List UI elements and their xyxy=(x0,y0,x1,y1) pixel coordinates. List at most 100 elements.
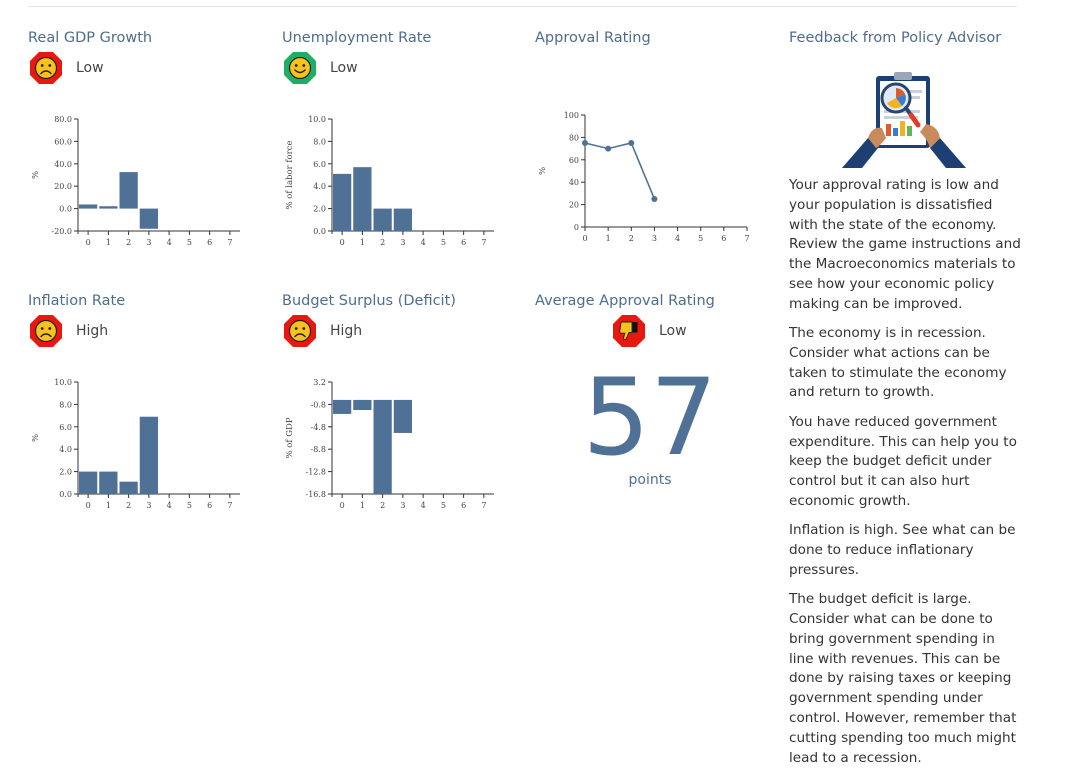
y-tick-label: 20.0 xyxy=(54,182,72,191)
gdp-title: Real GDP Growth xyxy=(28,30,153,46)
budget-status-label: High xyxy=(330,323,363,339)
bar xyxy=(79,471,98,494)
unemployment-chart: 10.0 8.0 6.0 4.0 2.0 0.0 0 1 2 3 4 5 6 7 % of labor fo… xyxy=(285,115,494,247)
x-tick-label: 2 xyxy=(126,501,131,510)
feedback-panel: Feedback from Policy Advisor Your approv… xyxy=(789,30,1021,766)
y-tick-label: 10.0 xyxy=(54,378,72,387)
bar xyxy=(393,399,412,433)
y-tick-label: 40.0 xyxy=(54,160,72,169)
top-divider xyxy=(28,6,1017,7)
budget-title: Budget Surplus (Deficit) xyxy=(282,293,456,309)
bar xyxy=(79,204,98,209)
data-point xyxy=(605,145,612,152)
inflation-chart: 10.0 8.0 6.0 4.0 2.0 0.0 0 1 2 3 4 5 6 7% xyxy=(31,378,240,510)
clipboard-magnifier-illustration xyxy=(842,72,966,168)
y-tick-label: 60.0 xyxy=(54,137,72,146)
x-tick-label: 7 xyxy=(481,501,486,510)
unemployment-title: Unemployment Rate xyxy=(282,30,432,46)
x-tick-label: 0 xyxy=(582,234,587,243)
y-tick-label: 80.0 xyxy=(54,115,72,124)
inflation-status-label: High xyxy=(76,323,109,339)
average-approval-title: Average Approval Rating xyxy=(535,293,715,309)
y-tick-label: -12.8 xyxy=(305,468,326,477)
average-approval-status: Low xyxy=(611,313,687,349)
x-tick-label: 7 xyxy=(481,238,486,247)
x-tick-label: 6 xyxy=(721,234,726,243)
x-tick-label: 6 xyxy=(207,501,212,510)
y-tick-label: 8.0 xyxy=(59,400,72,409)
y-axis-label: % xyxy=(31,171,41,179)
y-tick-label: 4.0 xyxy=(313,182,326,191)
bar xyxy=(373,208,392,231)
x-tick-label: 6 xyxy=(461,501,466,510)
bar xyxy=(353,399,372,410)
bar xyxy=(333,173,352,231)
happy-face-icon xyxy=(284,52,316,84)
x-tick-label: 4 xyxy=(421,238,426,247)
y-tick-label: -8.8 xyxy=(311,445,326,454)
y-tick-label: 6.0 xyxy=(313,160,326,169)
y-tick-label: -20.0 xyxy=(51,227,72,236)
bar xyxy=(353,167,372,231)
x-tick-label: 4 xyxy=(167,238,172,247)
y-tick-label: 0 xyxy=(574,223,579,232)
y-tick-label: 10.0 xyxy=(308,115,326,124)
x-tick-label: 1 xyxy=(360,501,365,510)
y-tick-label: 60 xyxy=(569,156,579,165)
bar xyxy=(139,208,158,229)
y-tick-label: 40 xyxy=(569,178,579,187)
x-tick-label: 2 xyxy=(380,238,385,247)
y-tick-label: 3.2 xyxy=(313,378,326,387)
x-tick-label: 2 xyxy=(629,234,634,243)
average-approval-unit: points xyxy=(628,472,672,488)
feedback-paragraph: The budget deficit is large. Consider wh… xyxy=(789,591,1017,766)
feedback-title: Feedback from Policy Advisor xyxy=(789,30,1002,46)
average-approval-score: 57 xyxy=(582,356,718,479)
series-line xyxy=(584,142,656,200)
thumbs-down-icon xyxy=(613,315,645,347)
x-tick-label: 7 xyxy=(744,234,749,243)
feedback-paragraph: The economy is in recession. Consider wh… xyxy=(789,325,1007,401)
data-point xyxy=(651,196,658,202)
x-tick-label: 4 xyxy=(421,501,426,510)
y-tick-label: 100 xyxy=(564,111,579,120)
gdp-panel: Real GDP Growth Low 80.0 60.0 40.0 20.0 0.0 -… xyxy=(28,30,268,247)
budget-status: High xyxy=(282,313,362,349)
average-approval-panel: Average Approval Rating Low xyxy=(535,293,775,347)
x-tick-label: 2 xyxy=(380,501,385,510)
unemployment-status: Low xyxy=(282,50,358,86)
bar xyxy=(119,172,138,209)
x-tick-label: 6 xyxy=(207,238,212,247)
budget-panel: Budget Surplus (Deficit) High 3.2 -0.8 -4.… xyxy=(282,293,522,510)
unemployment-status-label: Low xyxy=(330,60,358,76)
average-approval-status-label: Low xyxy=(659,323,687,339)
y-tick-label: 8.0 xyxy=(313,137,326,146)
inflation-title: Inflation Rate xyxy=(28,293,126,309)
x-tick-label: 5 xyxy=(441,238,446,247)
sad-face-icon xyxy=(30,315,62,347)
x-tick-label: 4 xyxy=(167,501,172,510)
x-tick-label: 3 xyxy=(146,501,151,510)
y-tick-label: 2.0 xyxy=(59,468,72,477)
feedback-paragraph: You have reduced government expenditure.… xyxy=(789,413,1017,509)
feedback-paragraph: Inflation is high. See what can be done … xyxy=(789,522,1016,578)
approval-chart: 100 80 60 40 20 00 1 2 3 4 5 6 7% xyxy=(538,111,750,243)
y-tick-label: -0.8 xyxy=(311,400,326,409)
y-tick-label: 6.0 xyxy=(59,423,72,432)
x-tick-label: 0 xyxy=(340,238,345,247)
sad-face-icon xyxy=(30,52,62,84)
approval-title: Approval Rating xyxy=(535,30,651,46)
bar xyxy=(119,481,138,494)
x-tick-label: 1 xyxy=(606,234,611,243)
x-tick-label: 5 xyxy=(698,234,703,243)
x-tick-label: 3 xyxy=(400,501,405,510)
x-tick-label: 1 xyxy=(106,238,111,247)
bar xyxy=(333,399,352,414)
y-tick-label: 20 xyxy=(569,201,579,210)
x-tick-label: 5 xyxy=(187,238,192,247)
x-tick-label: 5 xyxy=(187,501,192,510)
inflation-panel: Inflation Rate High 10.0 8.0 6.0 4.0 2.0 0.0 0… xyxy=(28,293,268,510)
y-tick-label: -16.8 xyxy=(305,490,326,499)
y-axis-label: % of GDP xyxy=(285,417,295,458)
bar xyxy=(393,208,412,231)
